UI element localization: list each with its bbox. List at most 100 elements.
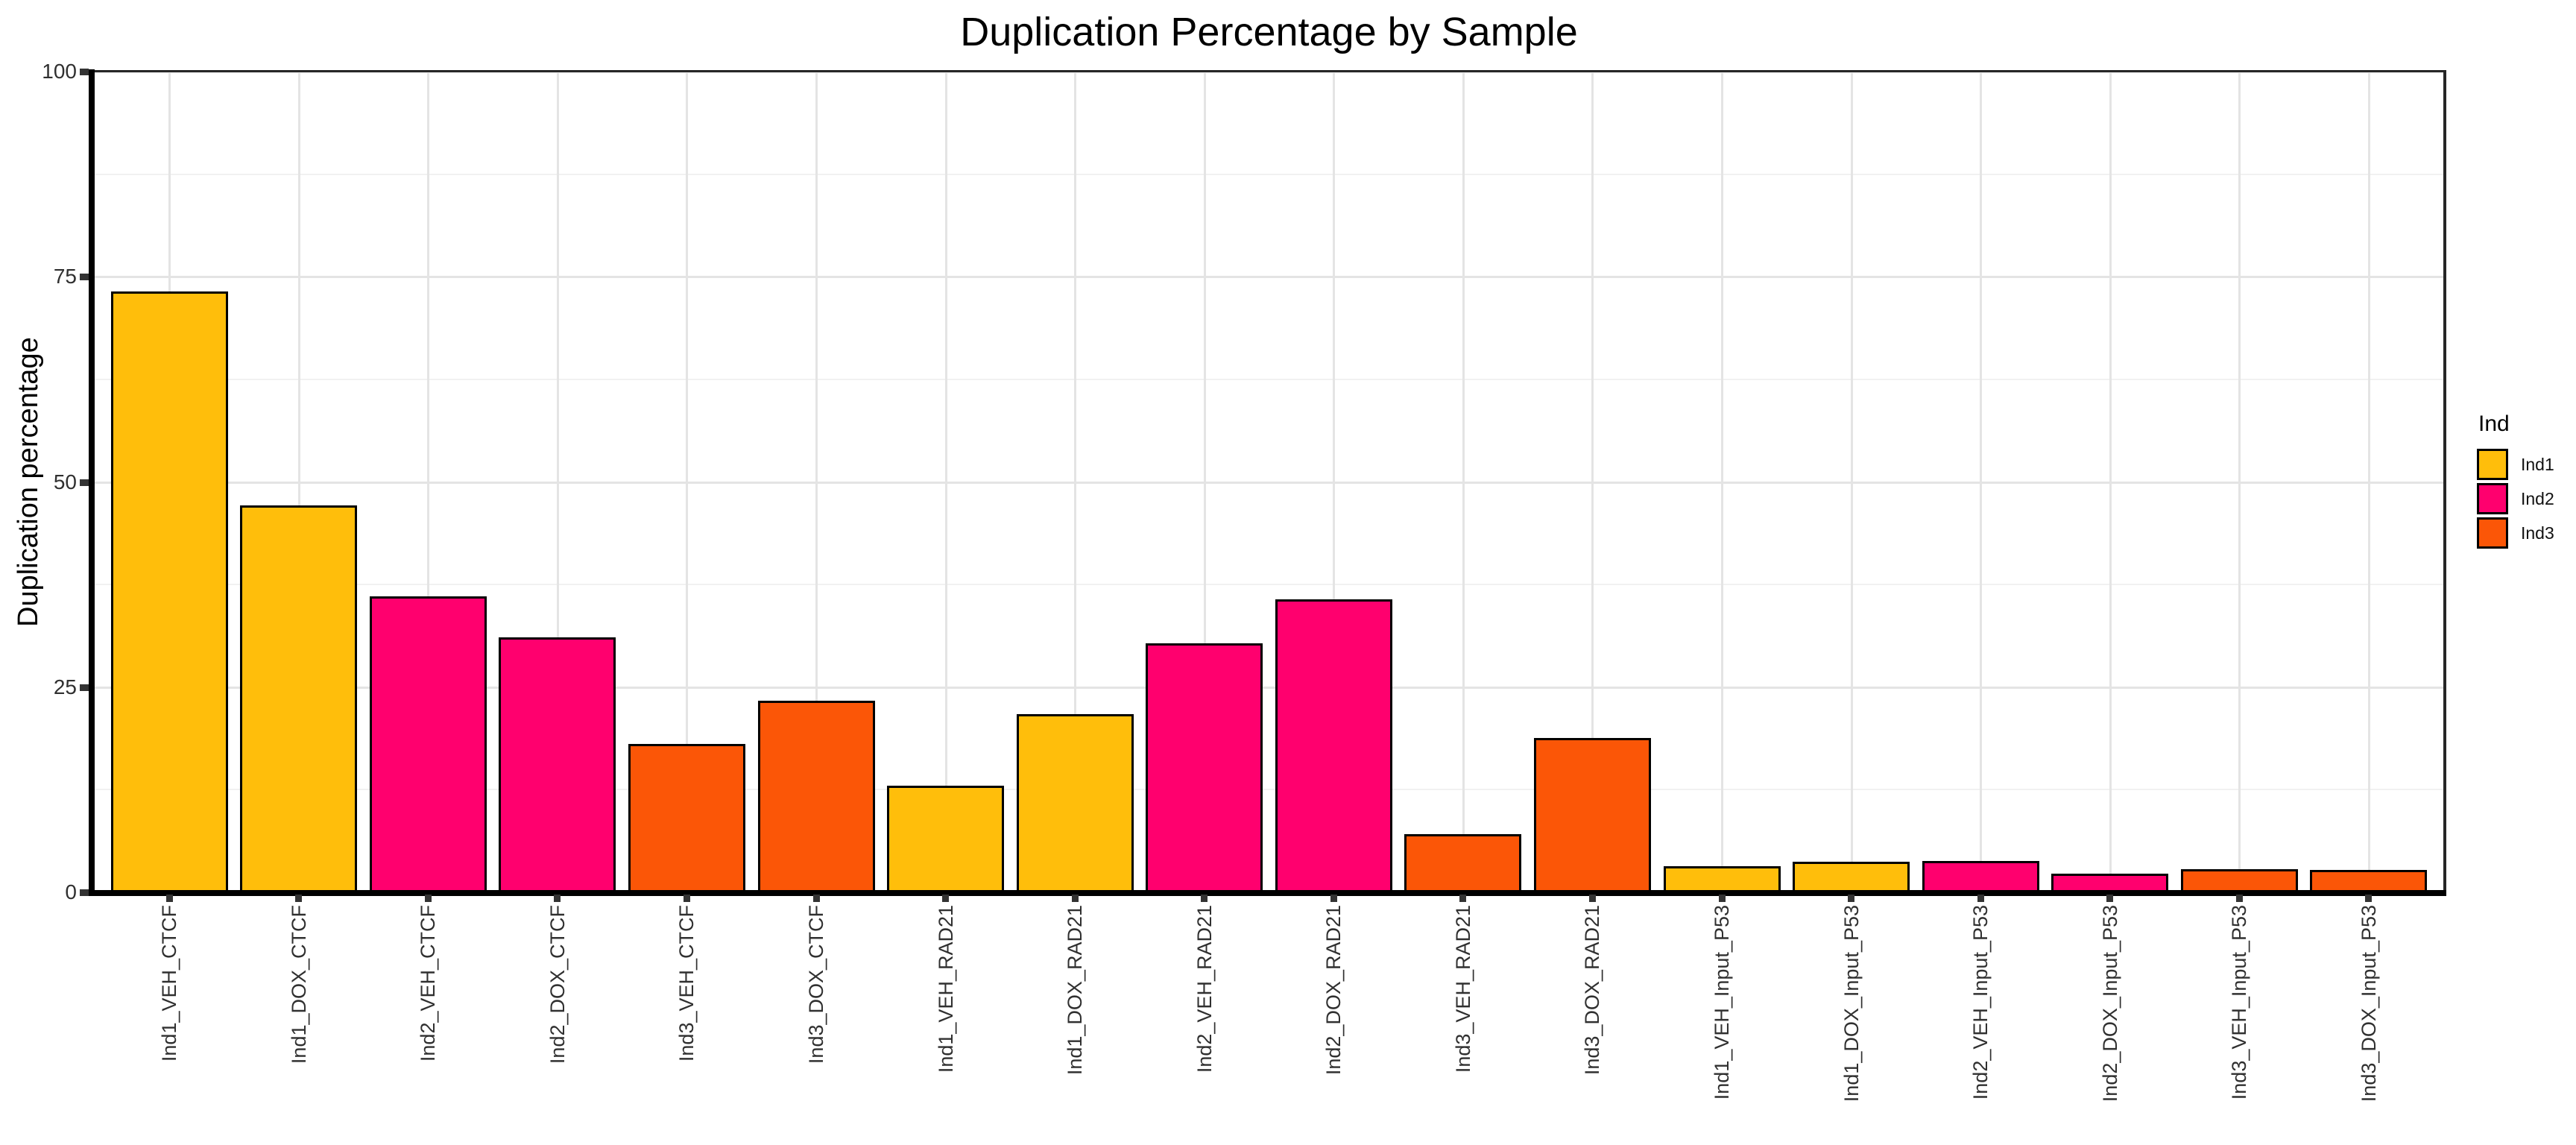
x-tick-mark [1071,895,1079,902]
legend-swatch-Ind1 [2477,449,2508,480]
legend: Ind Ind1 Ind2 Ind3 [2477,411,2554,552]
bar-Ind3_DOX_CTCF [757,701,875,892]
y-tick-mark [80,479,89,486]
gridline-major-v [2367,72,2370,892]
gridline-minor-h [92,789,2446,791]
chart-title: Duplication Percentage by Sample [960,10,1578,54]
x-tick-label-Ind3_DOX_CTCF: Ind3_DOX_CTCF [805,905,827,1064]
gridline-major-v [427,72,430,892]
legend-title: Ind [2478,411,2510,436]
x-tick-label-Ind2_VEH_RAD21: Ind2_VEH_RAD21 [1193,905,1216,1073]
bar-Ind2_DOX_CTCF [499,637,616,892]
gridline-minor-h [92,584,2446,586]
x-tick-mark [1848,895,1855,902]
y-tick-label: 50 [53,470,77,493]
gridline-major-v [1462,72,1465,892]
legend-item-Ind3: Ind3 [2477,517,2554,549]
x-tick-label-Ind1_DOX_Input_P53: Ind1_DOX_Input_P53 [1840,905,1863,1103]
x-tick-mark [2365,895,2373,902]
legend-label-Ind2: Ind2 [2521,488,2554,508]
bar-Ind1_DOX_RAD21 [1016,714,1134,892]
bar-Ind2_VEH_RAD21 [1146,643,1263,892]
x-tick-mark [1718,895,1726,902]
bar-Ind1_VEH_Input_P53 [1663,865,1781,892]
gridline-major-v [1721,72,1723,892]
x-tick-label-Ind1_DOX_CTCF: Ind1_DOX_CTCF [287,905,310,1064]
gridline-minor-h [92,378,2446,380]
y-tick-label: 25 [53,675,77,698]
gridline-major-v [2238,72,2241,892]
x-tick-label-Ind2_DOX_Input_P53: Ind2_DOX_Input_P53 [2098,905,2121,1103]
gridline-major-v [815,72,818,892]
gridline-major-v [2109,72,2112,892]
legend-items: Ind1 Ind2 Ind3 [2477,449,2554,549]
legend-label-Ind1: Ind1 [2521,454,2554,474]
y-tick-mark [80,889,89,896]
y-tick-mark [80,684,89,691]
y-tick-mark [80,69,89,75]
x-tick-label-Ind2_DOX_CTCF: Ind2_DOX_CTCF [546,905,569,1064]
panel-border-right [2443,70,2446,895]
gridline-major-h [92,686,2446,689]
x-axis-line [89,890,2446,896]
x-tick-mark [424,895,432,902]
gridline-major-h [92,276,2446,279]
x-tick-mark [2235,895,2243,902]
y-tick-label: 0 [65,880,77,903]
y-tick-mark [80,274,89,281]
x-tick-mark [295,895,303,902]
x-tick-label-Ind1_VEH_CTCF: Ind1_VEH_CTCF [158,905,181,1062]
gridline-minor-h [92,173,2446,175]
x-tick-mark [942,895,950,902]
gridline-major-v [1333,72,1336,892]
x-tick-label-Ind3_VEH_RAD21: Ind3_VEH_RAD21 [1451,905,1474,1073]
x-tick-mark [2106,895,2114,902]
x-tick-label-Ind1_DOX_RAD21: Ind1_DOX_RAD21 [1064,905,1087,1076]
bar-Ind1_VEH_RAD21 [887,785,1005,892]
gridline-major-h [92,481,2446,484]
gridline-major-v [1203,72,1206,892]
gridline-major-v [1591,72,1594,892]
bar-Ind3_VEH_Input_P53 [2180,869,2298,892]
gridline-major-v [1980,72,1983,892]
x-tick-label-Ind3_DOX_RAD21: Ind3_DOX_RAD21 [1581,905,1604,1076]
legend-label-Ind3: Ind3 [2521,523,2554,543]
x-tick-label-Ind1_VEH_RAD21: Ind1_VEH_RAD21 [934,905,957,1073]
y-axis-line [89,69,95,896]
bar-Ind3_DOX_Input_P53 [2310,870,2428,892]
x-tick-label-Ind2_DOX_RAD21: Ind2_DOX_RAD21 [1322,905,1345,1076]
x-tick-mark [683,895,690,902]
x-tick-label-Ind1_VEH_Input_P53: Ind1_VEH_Input_P53 [1711,905,1733,1100]
bar-Ind1_DOX_Input_P53 [1793,862,1910,892]
y-tick-label: 100 [42,60,77,83]
x-tick-mark [812,895,820,902]
gridline-major-v [686,72,689,892]
legend-swatch-Ind2 [2477,483,2508,514]
x-tick-mark [1977,895,1984,902]
x-tick-label-Ind2_VEH_Input_P53: Ind2_VEH_Input_P53 [1969,905,1992,1100]
bar-Ind3_VEH_CTCF [628,743,745,892]
x-tick-label-Ind3_VEH_CTCF: Ind3_VEH_CTCF [675,905,698,1062]
legend-item-Ind2: Ind2 [2477,483,2554,514]
gridline-major-v [1074,72,1077,892]
x-tick-label-Ind3_VEH_Input_P53: Ind3_VEH_Input_P53 [2228,905,2251,1100]
x-tick-mark [1588,895,1596,902]
x-tick-label-Ind2_VEH_CTCF: Ind2_VEH_CTCF [417,905,440,1062]
x-tick-mark [165,895,173,902]
x-tick-mark [1330,895,1337,902]
bar-Ind3_DOX_RAD21 [1533,738,1651,892]
gridline-major-v [556,72,559,892]
legend-swatch-Ind3 [2477,517,2508,549]
gridline-major-v [297,72,300,892]
bar-Ind2_VEH_CTCF [369,596,487,892]
gridline-major-v [944,72,947,892]
bar-Ind2_DOX_RAD21 [1275,599,1392,892]
x-tick-mark [1459,895,1467,902]
panel-border-top [92,70,2446,72]
gridline-major-v [1850,72,1853,892]
x-tick-mark [554,895,561,902]
legend-item-Ind1: Ind1 [2477,449,2554,480]
x-tick-label-Ind3_DOX_Input_P53: Ind3_DOX_Input_P53 [2357,905,2380,1103]
plot-panel [92,71,2446,892]
